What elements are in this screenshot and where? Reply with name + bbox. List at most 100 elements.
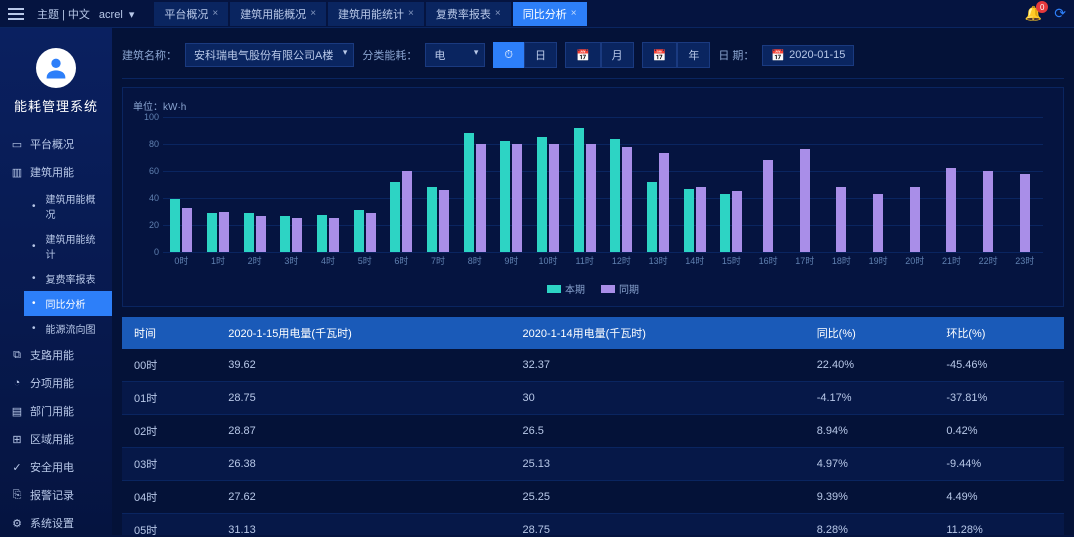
x-label: 23时 <box>1006 254 1043 267</box>
table-header: 2020-1-15用电量(千瓦时) <box>216 317 510 349</box>
tab-close-icon[interactable]: × <box>212 8 218 19</box>
refresh-icon[interactable]: ⟳ <box>1054 5 1066 22</box>
nav-sub-item-1-3[interactable]: 同比分析 <box>24 291 112 316</box>
nav-item-0[interactable]: ▭平台概况 <box>0 130 112 158</box>
bar-group-11 <box>566 117 603 252</box>
period-year-button[interactable]: 年 <box>677 42 710 68</box>
filter-bar: 建筑名称： 安科瑞电气股份有限公司A楼 分类能耗： 电 ⏱ 日 📅 月 📅 年 … <box>122 36 1064 79</box>
bar-current <box>317 215 327 252</box>
nav-item-5[interactable]: ⊞区域用能 <box>0 425 112 453</box>
y-tick: 80 <box>149 139 159 149</box>
bar-group-15 <box>713 117 750 252</box>
nav-icon: ▥ <box>10 166 24 179</box>
tab-2[interactable]: 建筑用能统计× <box>328 2 424 26</box>
bar-current <box>464 133 474 252</box>
bar-group-12 <box>603 117 640 252</box>
x-label: 18时 <box>823 254 860 267</box>
nav-sub-item-1-4[interactable]: 能源流向图 <box>24 316 112 341</box>
table-row: 03时26.3825.134.97%-9.44% <box>122 448 1064 481</box>
tab-1[interactable]: 建筑用能概况× <box>230 2 326 26</box>
calendar-year-icon[interactable]: 📅 <box>642 42 678 68</box>
bar-previous <box>946 168 956 252</box>
tab-0[interactable]: 平台概况× <box>154 2 228 26</box>
table-cell: -45.46% <box>934 349 1064 382</box>
nav-sub-item-1-2[interactable]: 复费率报表 <box>24 266 112 291</box>
nav-item-1[interactable]: ▥建筑用能 <box>0 158 112 186</box>
table-cell: 0.42% <box>934 415 1064 448</box>
bar-group-21 <box>933 117 970 252</box>
bar-current <box>244 213 254 252</box>
period-year-group: 📅 年 <box>642 42 711 68</box>
bar-group-3 <box>273 117 310 252</box>
bar-previous <box>512 144 522 252</box>
period-hour-button[interactable]: ⏱ <box>493 42 524 68</box>
table-cell: -37.81% <box>934 382 1064 415</box>
table-cell: 25.13 <box>510 448 804 481</box>
chart-area: 单位：kW·h 020406080100 0时1时2时3时4时5时6时7时8时9… <box>122 87 1064 307</box>
table-cell: 8.28% <box>805 514 935 536</box>
chart-legend: 本期同期 <box>133 281 1053 296</box>
tab-4[interactable]: 同比分析× <box>513 2 587 26</box>
table-row: 05时31.1328.758.28%11.28% <box>122 514 1064 536</box>
table-cell: 4.97% <box>805 448 935 481</box>
nav-sub-item-1-0[interactable]: 建筑用能概况 <box>24 186 112 226</box>
nav-icon: ◔ <box>10 377 24 389</box>
nav-icon: ⎘ <box>10 489 24 502</box>
date-input[interactable]: 📅 2020-01-15 <box>762 45 854 66</box>
bar-previous <box>732 191 742 252</box>
bar-previous <box>329 218 339 252</box>
period-day-button[interactable]: 日 <box>524 42 557 68</box>
table-row: 00时39.6232.3722.40%-45.46% <box>122 349 1064 382</box>
nav-sub-item-1-1[interactable]: 建筑用能统计 <box>24 226 112 266</box>
bar-previous <box>983 171 993 252</box>
nav-item-7[interactable]: ⎘报警记录 <box>0 481 112 509</box>
category-select[interactable]: 电 <box>425 43 485 67</box>
nav-item-6[interactable]: ✓安全用电 <box>0 453 112 481</box>
bell-badge: 0 <box>1036 1 1048 13</box>
chart-unit-label: 单位：kW·h <box>133 98 1053 113</box>
calendar-month-icon[interactable]: 📅 <box>565 42 601 68</box>
bar-previous <box>910 187 920 252</box>
bar-current <box>354 210 364 252</box>
bar-group-6 <box>383 117 420 252</box>
bar-previous <box>800 149 810 252</box>
table-cell: 28.75 <box>510 514 804 536</box>
table-cell: 28.87 <box>216 415 510 448</box>
bar-group-23 <box>1006 117 1043 252</box>
table-cell: 30 <box>510 382 804 415</box>
bar-chart: 020406080100 0时1时2时3时4时5时6时7时8时9时10时11时1… <box>133 117 1053 277</box>
building-select[interactable]: 安科瑞电气股份有限公司A楼 <box>185 43 354 67</box>
bar-previous <box>1020 174 1030 252</box>
tab-3[interactable]: 复费率报表× <box>426 2 511 26</box>
tab-close-icon[interactable]: × <box>408 8 414 19</box>
nav-item-2[interactable]: ⧉支路用能 <box>0 341 112 369</box>
menu-toggle-icon[interactable] <box>8 8 24 20</box>
y-tick: 100 <box>144 112 159 122</box>
table-header: 2020-1-14用电量(千瓦时) <box>510 317 804 349</box>
table-header: 环比(%) <box>934 317 1064 349</box>
x-label: 14时 <box>676 254 713 267</box>
table-cell: 28.75 <box>216 382 510 415</box>
y-tick: 20 <box>149 220 159 230</box>
bar-group-16 <box>750 117 787 252</box>
nav-icon: ✓ <box>10 461 24 474</box>
sidebar: 能耗管理系统 ▭平台概况▥建筑用能建筑用能概况建筑用能统计复费率报表同比分析能源… <box>0 28 112 535</box>
nav-item-8[interactable]: ⚙系统设置 <box>0 509 112 537</box>
bell-icon[interactable]: 🔔0 <box>1025 5 1042 22</box>
bar-group-20 <box>896 117 933 252</box>
tab-close-icon[interactable]: × <box>310 8 316 19</box>
table-cell: 39.62 <box>216 349 510 382</box>
bar-previous <box>476 144 486 252</box>
table-cell: 32.37 <box>510 349 804 382</box>
bar-group-2 <box>236 117 273 252</box>
table-header: 同比(%) <box>805 317 935 349</box>
tab-close-icon[interactable]: × <box>571 8 577 19</box>
period-month-button[interactable]: 月 <box>601 42 634 68</box>
bar-current <box>280 216 290 252</box>
tab-close-icon[interactable]: × <box>495 8 501 19</box>
bar-current <box>684 189 694 252</box>
nav-item-4[interactable]: ▤部门用能 <box>0 397 112 425</box>
bar-group-10 <box>530 117 567 252</box>
nav-item-3[interactable]: ◔分项用能 <box>0 369 112 397</box>
x-label: 21时 <box>933 254 970 267</box>
